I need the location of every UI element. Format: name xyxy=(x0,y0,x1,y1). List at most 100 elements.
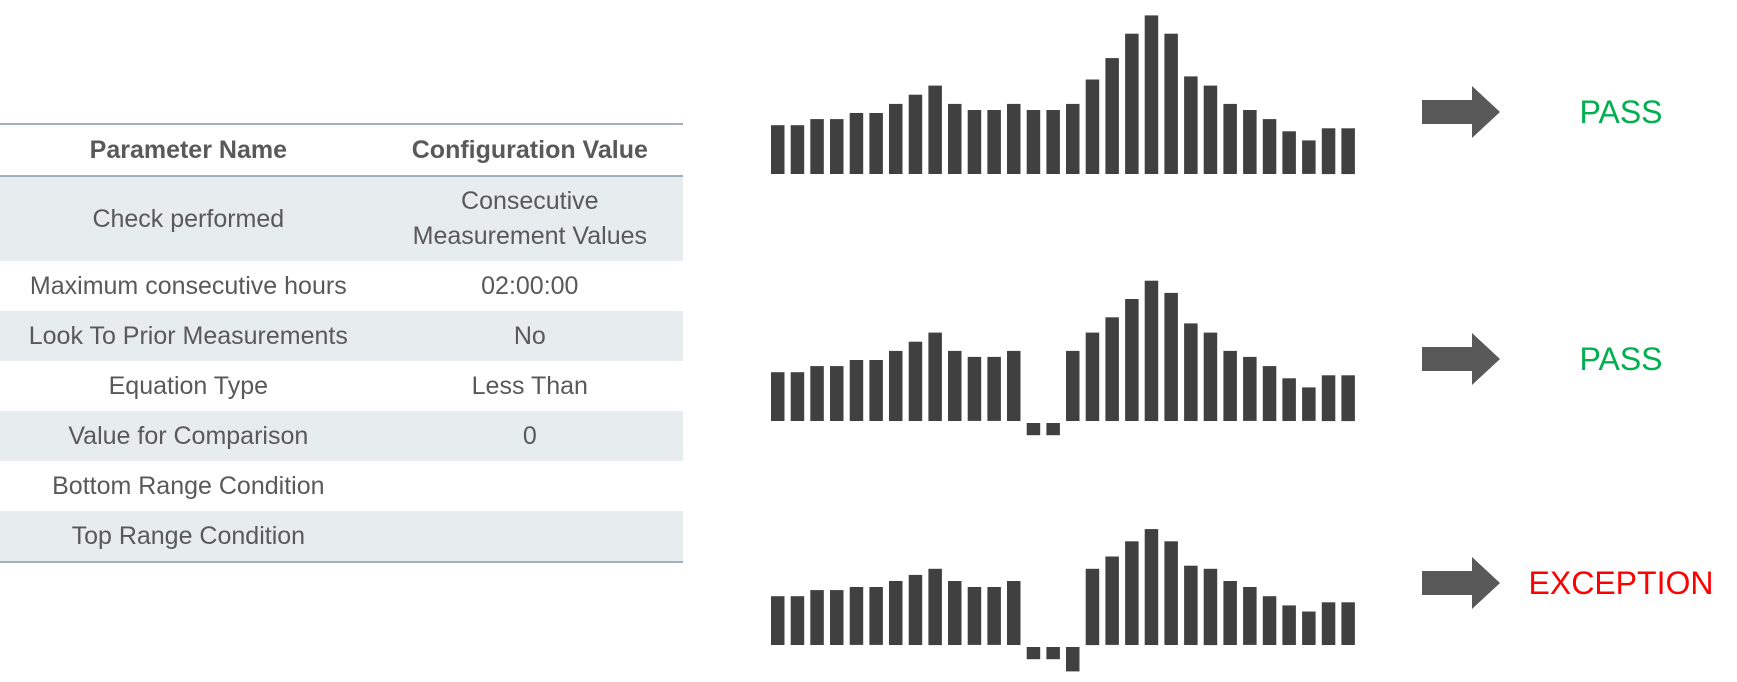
bar xyxy=(889,103,903,174)
bar-chart-2 xyxy=(771,280,1355,436)
bar xyxy=(869,113,883,174)
bar xyxy=(1164,33,1178,175)
bar xyxy=(948,581,962,645)
bar xyxy=(1282,131,1296,174)
bar xyxy=(1164,541,1178,645)
bar xyxy=(928,568,942,646)
bar xyxy=(1164,292,1178,421)
bar xyxy=(1282,605,1296,645)
bar xyxy=(1026,110,1041,174)
table-row: Look To Prior Measurements No xyxy=(0,311,683,361)
bar xyxy=(928,85,942,174)
bar xyxy=(1007,581,1021,645)
negative-bar xyxy=(1066,647,1080,672)
bar xyxy=(790,125,805,174)
configuration-value-cell: Less Than xyxy=(471,371,588,400)
table-header-row: Parameter Name Configuration Value xyxy=(0,124,683,176)
bar xyxy=(1302,387,1316,421)
bar xyxy=(1105,317,1119,421)
bar xyxy=(1203,332,1218,421)
bar xyxy=(810,590,824,645)
bar xyxy=(1223,103,1237,174)
bar xyxy=(1066,103,1080,174)
bar xyxy=(810,119,824,174)
bar xyxy=(1302,611,1316,645)
bar xyxy=(1203,85,1218,174)
negative-bar xyxy=(1026,647,1041,660)
bar xyxy=(1262,596,1277,645)
bar xyxy=(908,94,923,174)
bar xyxy=(889,350,903,421)
bar xyxy=(928,332,942,421)
bar xyxy=(1007,103,1021,174)
bar xyxy=(948,350,962,421)
bar xyxy=(1184,76,1198,174)
parameter-name-cell: Maximum consecutive hours xyxy=(29,271,347,300)
bar xyxy=(1085,568,1100,646)
bar xyxy=(1341,602,1355,645)
bar xyxy=(889,581,903,645)
parameter-name-cell: Look To Prior Measurements xyxy=(28,321,348,350)
bar xyxy=(1144,529,1159,645)
bar xyxy=(987,356,1001,421)
configuration-value-cell: 02:00:00 xyxy=(481,271,579,300)
negative-bar xyxy=(1046,423,1060,436)
bar xyxy=(771,125,785,174)
bar xyxy=(967,110,982,174)
parameter-name-cell: Top Range Condition xyxy=(71,521,306,550)
bar xyxy=(1321,602,1336,645)
bar xyxy=(830,590,844,645)
bar xyxy=(1282,378,1296,421)
bar xyxy=(1262,366,1277,421)
bar xyxy=(849,360,864,421)
bar xyxy=(1046,110,1060,174)
value-line: Measurement Values xyxy=(412,222,647,250)
parameter-name-cell: Check performed xyxy=(92,204,285,233)
bar xyxy=(1262,119,1277,174)
bar xyxy=(1105,58,1119,174)
configuration-value-cell: Consecutive Measurement Values xyxy=(377,176,683,261)
bar xyxy=(1125,33,1139,175)
table-row: Top Range Condition xyxy=(0,511,683,562)
configuration-table: Parameter Name Configuration Value Check… xyxy=(0,123,683,563)
header-configuration-value: Configuration Value xyxy=(411,135,648,164)
table-row: Check performed Consecutive Measurement … xyxy=(0,176,683,261)
bar xyxy=(1341,375,1355,422)
bar xyxy=(908,341,923,421)
configuration-value-cell: No xyxy=(513,321,546,350)
bar xyxy=(1066,350,1080,421)
configuration-value-cell: 0 xyxy=(522,421,537,450)
bar xyxy=(771,372,785,421)
bar xyxy=(1085,79,1100,174)
bar xyxy=(1105,556,1119,645)
bar xyxy=(830,366,844,421)
result-label: PASS xyxy=(1580,341,1663,377)
parameter-name-cell: Bottom Range Condition xyxy=(52,471,325,500)
table-row: Value for Comparison 0 xyxy=(0,411,683,461)
table-row: Bottom Range Condition xyxy=(0,461,683,511)
bar xyxy=(1302,140,1316,174)
bar xyxy=(987,110,1001,174)
bar xyxy=(869,360,883,421)
bar xyxy=(1341,128,1355,175)
value-line: Consecutive xyxy=(461,187,599,215)
parameter-name-cell: Value for Comparison xyxy=(68,421,309,450)
bar xyxy=(1125,541,1139,645)
bar xyxy=(1144,280,1159,421)
bar xyxy=(1243,356,1257,421)
bar xyxy=(1144,15,1159,175)
right-arrow-icon xyxy=(1422,557,1500,609)
bar-chart-1 xyxy=(771,15,1355,175)
parameter-name-cell: Equation Type xyxy=(108,371,268,400)
bar xyxy=(1203,568,1218,646)
bar xyxy=(790,372,805,421)
bar xyxy=(1184,323,1198,421)
bar xyxy=(948,103,962,174)
bar xyxy=(987,587,1001,645)
bar xyxy=(1223,581,1237,645)
bar xyxy=(830,119,844,174)
bar xyxy=(1085,332,1100,421)
bar xyxy=(849,587,864,645)
bar xyxy=(908,574,923,645)
